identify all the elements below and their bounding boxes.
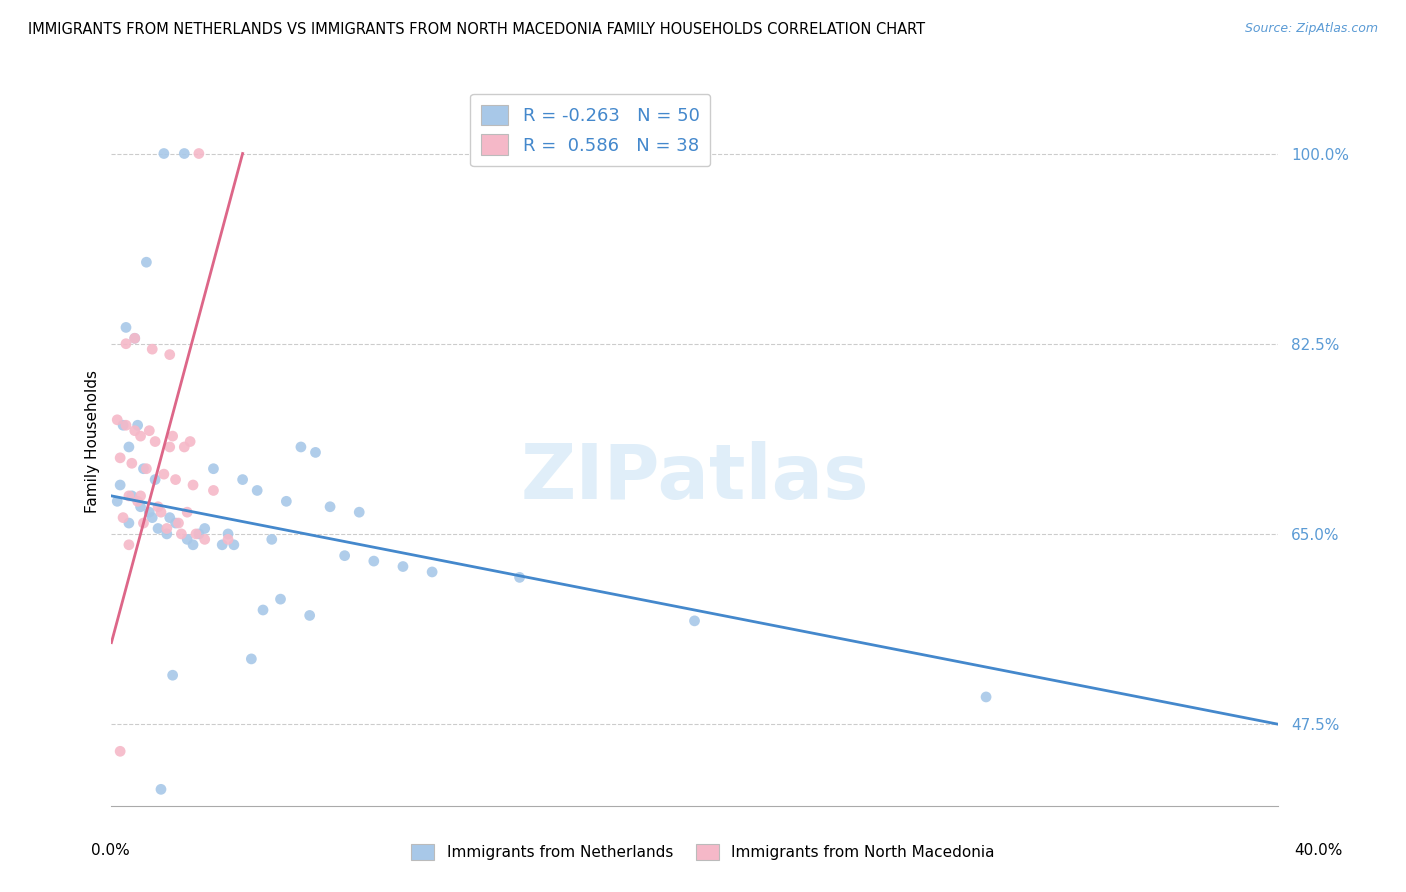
Point [105, 494, 128, 508]
Text: IMMIGRANTS FROM NETHERLANDS VS IMMIGRANTS FROM NORTH MACEDONIA FAMILY HOUSEHOLDS: IMMIGRANTS FROM NETHERLANDS VS IMMIGRANT… [28, 22, 925, 37]
Point [141, 342, 163, 356]
Point [121, 489, 143, 503]
Point [124, 331, 146, 345]
Point [165, 473, 187, 487]
Point [202, 483, 225, 498]
Text: Source: ZipAtlas.com: Source: ZipAtlas.com [1244, 22, 1378, 36]
Point [173, 146, 195, 161]
Point [115, 336, 138, 351]
Point [181, 478, 204, 492]
Point [135, 461, 157, 475]
Point [333, 549, 356, 563]
Point [363, 554, 385, 568]
Point [146, 500, 169, 514]
Point [124, 331, 146, 345]
Point [420, 565, 443, 579]
Text: 40.0%: 40.0% [1295, 843, 1343, 858]
Point [121, 456, 143, 470]
Point [132, 516, 155, 530]
Point [290, 440, 312, 454]
Point [112, 510, 135, 524]
Point [162, 429, 184, 443]
Point [127, 494, 149, 508]
Point [260, 533, 283, 547]
Point [173, 440, 195, 454]
Point [118, 440, 141, 454]
Point [304, 445, 326, 459]
Point [115, 320, 138, 334]
Point [270, 592, 292, 607]
Point [105, 413, 128, 427]
Point [159, 510, 181, 524]
Point [176, 505, 198, 519]
Point [149, 505, 172, 519]
Point [156, 527, 179, 541]
Point [129, 489, 152, 503]
Point [153, 467, 176, 482]
Point [129, 500, 152, 514]
Point [118, 516, 141, 530]
Point [217, 527, 239, 541]
Point [252, 603, 274, 617]
Point [108, 478, 131, 492]
Point [246, 483, 269, 498]
Point [138, 424, 160, 438]
Point [108, 450, 131, 465]
Point [187, 527, 209, 541]
Point [165, 516, 187, 530]
Point [162, 668, 184, 682]
Point [127, 418, 149, 433]
Point [146, 521, 169, 535]
Point [141, 510, 163, 524]
Point [170, 527, 193, 541]
Point [298, 608, 321, 623]
Point [108, 744, 131, 758]
Point [232, 473, 254, 487]
Point [129, 429, 152, 443]
Y-axis label: Family Households: Family Households [86, 370, 100, 513]
Point [184, 527, 207, 541]
Point [115, 418, 138, 433]
Point [319, 500, 342, 514]
Point [211, 538, 233, 552]
Point [112, 418, 135, 433]
Point [156, 521, 179, 535]
Point [118, 489, 141, 503]
Point [132, 461, 155, 475]
Point [347, 505, 370, 519]
Point [276, 494, 298, 508]
Point [179, 434, 201, 449]
Point [683, 614, 706, 628]
Point [149, 782, 172, 797]
Point [176, 533, 198, 547]
Legend: R = -0.263   N = 50, R =  0.586   N = 38: R = -0.263 N = 50, R = 0.586 N = 38 [470, 94, 710, 166]
Legend: Immigrants from Netherlands, Immigrants from North Macedonia: Immigrants from Netherlands, Immigrants … [405, 838, 1001, 866]
Point [153, 146, 176, 161]
Point [392, 559, 415, 574]
Point [118, 538, 141, 552]
Point [138, 505, 160, 519]
Point [124, 424, 146, 438]
Point [159, 440, 181, 454]
Point [509, 570, 531, 584]
Point [194, 521, 217, 535]
Point [135, 255, 157, 269]
Point [143, 434, 166, 449]
Point [222, 538, 245, 552]
Point [240, 652, 263, 666]
Point [217, 533, 239, 547]
Point [143, 473, 166, 487]
Point [187, 146, 209, 161]
Point [167, 516, 190, 530]
Text: ZIPatlas: ZIPatlas [520, 441, 869, 515]
Point [181, 538, 204, 552]
Text: 0.0%: 0.0% [91, 843, 131, 858]
Point [974, 690, 997, 704]
Point [202, 461, 225, 475]
Point [159, 348, 181, 362]
Point [194, 533, 217, 547]
